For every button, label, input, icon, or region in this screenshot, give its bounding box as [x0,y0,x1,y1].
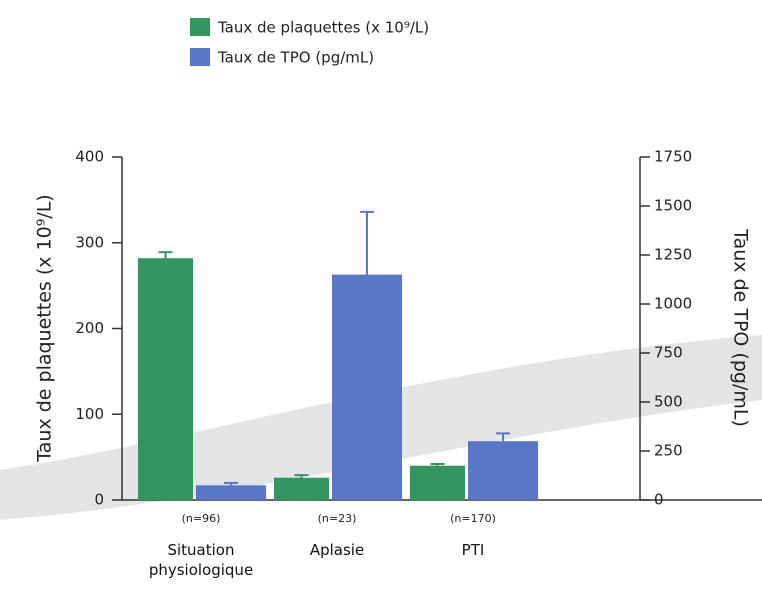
y2-tick-label: 1500 [654,197,692,215]
legend-swatch [190,48,210,66]
bar [274,477,329,500]
bar [332,274,402,500]
y2-tick-label: 1000 [654,295,692,313]
y2-tick-label: 1250 [654,246,692,264]
y2-axis-label: Taux de TPO (pg/mL) [730,228,752,427]
y2-tick-label: 500 [654,393,683,411]
y-tick-label: 100 [75,405,104,423]
legend-label: Taux de TPO (pg/mL) [217,49,374,67]
y-tick-label: 200 [75,319,104,337]
legend-swatch [190,18,210,36]
y-tick-label: 0 [94,491,104,509]
sample-size: (n=96) [181,512,221,525]
y2-tick-label: 0 [654,491,664,509]
bar [138,258,193,500]
sample-size: (n=23) [317,512,357,525]
bar [196,485,266,500]
y-tick-label: 300 [75,233,104,251]
y2-tick-label: 750 [654,344,683,362]
sample-size: (n=170) [450,512,496,525]
y-tick-label: 400 [75,148,104,166]
y-axis-label: Taux de plaquettes (x 10⁹/L) [34,194,56,462]
bar [410,465,465,500]
y2-tick-label: 1750 [654,148,692,166]
bar [468,441,538,500]
legend-label: Taux de plaquettes (x 10⁹/L) [217,19,429,37]
x-tick-label: PTI [461,541,485,559]
x-tick-label: Situation physiologique [148,541,254,579]
y2-tick-label: 250 [654,442,683,460]
x-tick-label: Aplasie [309,541,365,559]
